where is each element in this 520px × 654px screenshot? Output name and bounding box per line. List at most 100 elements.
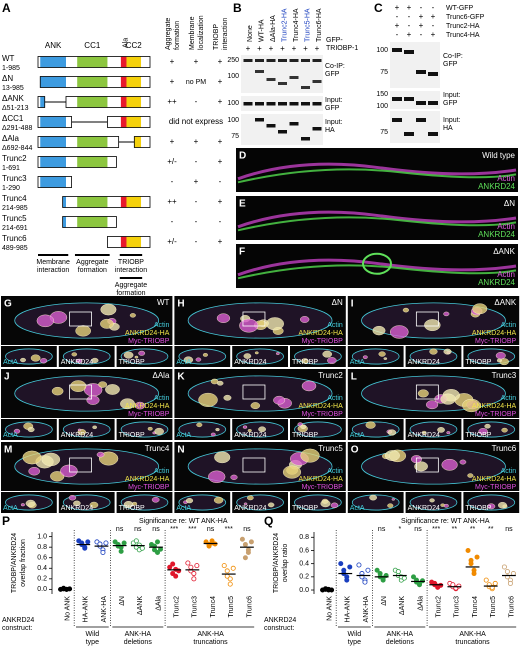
aggregate (213, 496, 224, 504)
aggregate (383, 357, 388, 360)
band (404, 132, 414, 136)
domain (126, 196, 142, 208)
panel-label: D (239, 151, 246, 162)
data-point (154, 549, 160, 555)
significance-title: Significance re: WT ANK-HA (401, 518, 490, 525)
aggregate (421, 430, 427, 435)
row-cell: + (194, 57, 199, 66)
mw-marker: 75 (380, 69, 388, 76)
row-cell: + (194, 177, 199, 186)
inset-label: TRIOBP (465, 359, 491, 366)
data-point (401, 575, 407, 581)
column-header: localization (198, 15, 205, 50)
band (266, 59, 276, 62)
protein-outline (62, 196, 151, 208)
group-label: Wild (348, 631, 362, 638)
inset-label: ActA (350, 505, 365, 512)
aggregate (20, 357, 26, 363)
row-cell: + (218, 97, 223, 106)
row-cell: - (195, 197, 198, 206)
mw-marker: 100 (227, 117, 239, 124)
data-point (419, 578, 425, 584)
reagent-label: TRIOBP-1 (326, 45, 358, 52)
domain (77, 196, 108, 208)
significance: ** (470, 526, 476, 533)
significance: ns (243, 526, 251, 533)
data-point (362, 579, 368, 585)
blot-label: GFP (443, 61, 458, 68)
significance-title: Significance re: WT ANK-HA (139, 518, 228, 525)
data-point (82, 545, 88, 551)
group-label: ANK-HA (387, 631, 414, 638)
data-point (501, 564, 507, 570)
y-axis-label: TRIOBP/ANKRD24 (11, 533, 18, 593)
significance: ** (488, 526, 494, 533)
ankrd24-band (237, 264, 517, 280)
significance: ns (134, 526, 142, 533)
band (301, 102, 310, 106)
band (255, 70, 264, 73)
lane-label: WT-HA (258, 19, 265, 42)
significance: ns (505, 526, 513, 533)
aggregate (265, 317, 284, 331)
group-label: truncations (193, 639, 228, 646)
blot-label: HA (443, 125, 453, 132)
condition-sign: + (407, 3, 412, 12)
data-point (188, 564, 194, 570)
channel-label: Actin (497, 270, 515, 279)
construct-name: Trunc4 (145, 444, 170, 453)
aggregate (424, 319, 441, 332)
row-cell: - (219, 217, 222, 226)
ankrd24-band (237, 168, 517, 184)
y-tick-label: 0.4 (299, 561, 309, 568)
construct-range: 214-985 (2, 205, 28, 212)
column-header: TRIOBP (213, 24, 220, 50)
data-point (112, 539, 118, 545)
aggregate (301, 358, 309, 364)
group-label: ANK-HA (197, 631, 224, 638)
significance: *** (225, 526, 233, 533)
channel-label: Myc-TRIOBP (475, 338, 517, 345)
blot-label: GFP (325, 71, 340, 78)
aggregate (91, 357, 99, 364)
construct-name: ΔANK (2, 94, 24, 103)
domain (120, 56, 127, 68)
aggregate (98, 381, 108, 388)
aggregate (30, 354, 41, 362)
y-tick-label: 0.4 (37, 565, 47, 572)
significance: ns (152, 526, 160, 533)
blot (390, 111, 440, 143)
significance: *** (188, 526, 196, 533)
aggregate (472, 303, 488, 315)
data-point (230, 565, 236, 571)
significance: * (398, 526, 401, 533)
construct-name: ΔAla (2, 134, 19, 143)
band (428, 132, 438, 136)
aggregate (105, 384, 120, 395)
condition-sign: - (432, 3, 435, 12)
construct-axis-label: ANKRD24 (264, 617, 296, 624)
aggregate (138, 350, 146, 356)
aggregate (134, 401, 146, 410)
channel-label: Actin (497, 174, 515, 183)
aggregate (369, 494, 377, 501)
construct-name: Trunc2 (2, 154, 27, 163)
construct-range: 214-691 (2, 225, 28, 232)
row-cell: - (219, 177, 222, 186)
data-point (191, 571, 197, 577)
panel-label: A (2, 1, 11, 15)
y-axis-label: overlap fraction (20, 539, 27, 587)
category-label: Trunc2 (436, 596, 443, 618)
panel-label: E (239, 199, 246, 210)
ankrd24-band (237, 216, 517, 232)
aggregate (183, 356, 194, 364)
aggregate (487, 503, 496, 510)
data-point (227, 576, 233, 582)
category-label: HA-ANK (345, 596, 352, 623)
data-point (468, 561, 474, 567)
aggregate (92, 425, 97, 430)
channel-label: ANKRD24 (478, 182, 515, 191)
aggregate (495, 352, 506, 360)
aggregate (414, 461, 428, 472)
inset-label: ANKRD24 (234, 505, 266, 512)
